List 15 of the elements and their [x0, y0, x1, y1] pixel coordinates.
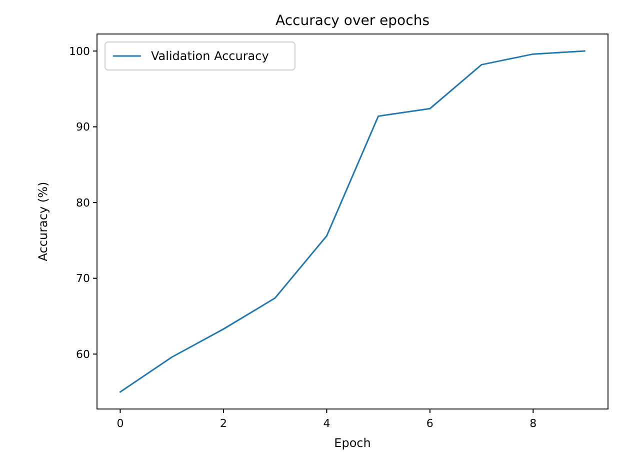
y-tick-label: 80: [76, 196, 90, 210]
y-axis-title: Accuracy (%): [36, 182, 50, 262]
y-tick-label: 70: [76, 272, 90, 286]
x-tick-label: 6: [426, 417, 434, 430]
y-tick-label: 100: [69, 44, 90, 58]
x-tick-label: 2: [220, 417, 227, 430]
legend-label: Validation Accuracy: [151, 49, 269, 64]
line-series: [119, 50, 586, 393]
x-tick-label: 8: [530, 417, 537, 430]
chart-title: Accuracy over epochs: [276, 13, 430, 29]
y-tick-label: 90: [76, 120, 90, 134]
x-tick-label: 0: [116, 417, 124, 430]
x-tick-label: 4: [323, 417, 330, 430]
y-tick-label: 60: [76, 348, 90, 361]
x-axis-title: Epoch: [334, 436, 371, 450]
